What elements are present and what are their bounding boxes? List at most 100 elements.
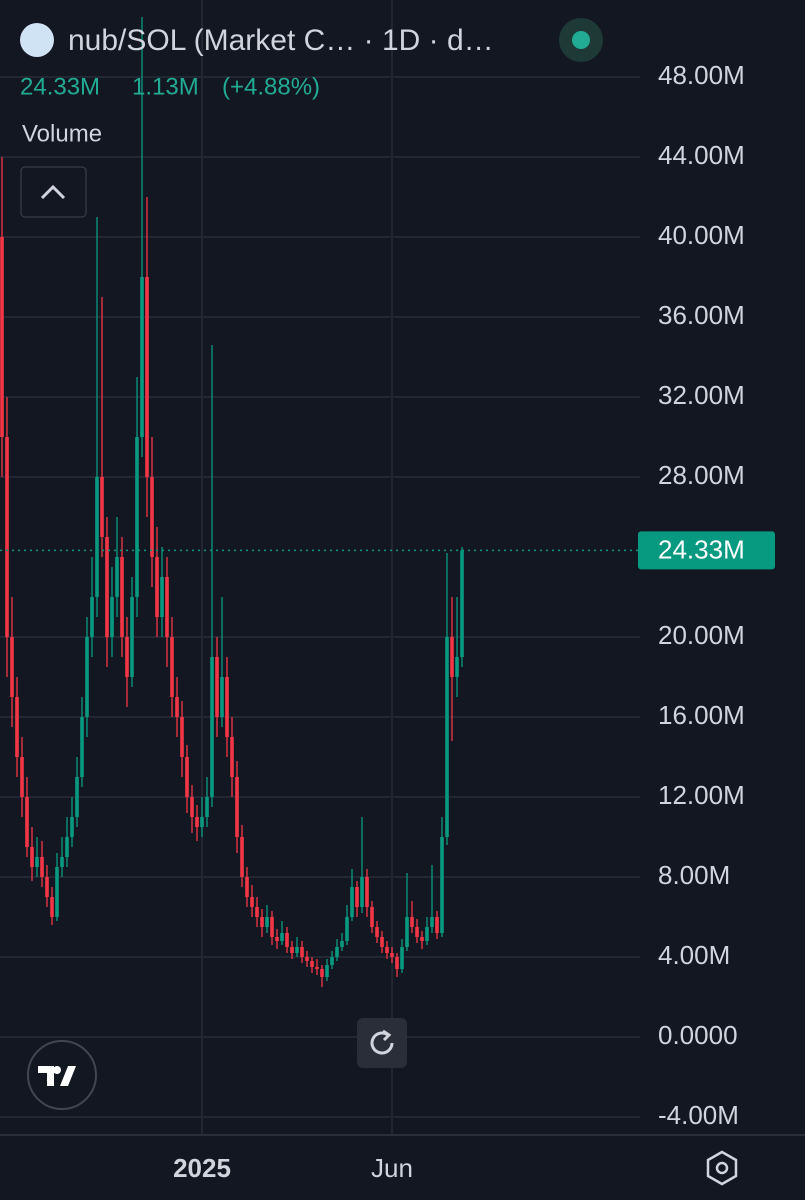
candle-body: [45, 877, 49, 897]
candle-body: [160, 577, 164, 617]
candle-body: [65, 837, 69, 857]
indicator-label: Volume: [22, 120, 102, 147]
tradingview-logo[interactable]: [27, 1040, 97, 1110]
candle-body: [155, 557, 159, 617]
last-price-label: 24.33M: [658, 534, 745, 564]
reset-button[interactable]: [357, 1018, 407, 1068]
candle-body: [325, 965, 329, 977]
y-tick-label: 8.00M: [658, 860, 730, 890]
change-value: 1.13M: [132, 73, 199, 100]
candle-body: [120, 557, 124, 637]
last-value: 24.33M: [20, 73, 100, 100]
candle-body: [30, 847, 34, 867]
candle-body: [220, 677, 224, 717]
candle-body: [430, 917, 434, 927]
candle-body: [305, 957, 309, 961]
candle-body: [245, 877, 249, 897]
y-tick-label: 4.00M: [658, 940, 730, 970]
candle-body: [170, 637, 174, 697]
candle-body: [205, 797, 209, 817]
candle-body: [265, 917, 269, 927]
candle-body: [95, 477, 99, 597]
candle-body: [315, 967, 319, 969]
candle-body: [0, 237, 4, 437]
candle-body: [80, 717, 84, 777]
candle-body: [85, 637, 89, 717]
y-tick-label: 16.00M: [658, 700, 745, 730]
x-tick-label: 2025: [173, 1153, 231, 1183]
y-tick-label: 44.00M: [658, 140, 745, 170]
candle-body: [195, 817, 199, 827]
candle-body: [360, 877, 364, 907]
candle-body: [145, 277, 149, 477]
candle-body: [415, 927, 419, 937]
candle-body: [130, 597, 134, 677]
change-percent: (+4.88%): [222, 73, 320, 100]
candle-body: [390, 953, 394, 957]
candle-body: [240, 837, 244, 877]
x-tick-label: Jun: [371, 1153, 413, 1183]
logo-dot: [53, 1066, 61, 1074]
candle-body: [250, 897, 254, 907]
candle-body: [55, 867, 59, 917]
candle-body: [60, 857, 64, 867]
reset-icon: [370, 1031, 394, 1055]
candle-body: [460, 550, 464, 657]
y-tick-label: 12.00M: [658, 780, 745, 810]
y-tick-label: 0.0000: [658, 1020, 738, 1050]
logo-mark: [38, 1066, 76, 1086]
candle-body: [320, 969, 324, 977]
y-tick-label: 32.00M: [658, 380, 745, 410]
candle-body: [15, 697, 19, 757]
symbol-title[interactable]: nub/SOL (Market C… · 1D · d…: [68, 24, 494, 57]
candle-body: [335, 947, 339, 957]
candle-body: [365, 877, 369, 907]
candle-body: [40, 857, 44, 877]
candle-body: [135, 437, 139, 597]
last-price-box: [638, 531, 775, 570]
candle-body: [295, 947, 299, 953]
candle-body: [105, 537, 109, 637]
candle-body: [260, 917, 264, 927]
settings-center: [715, 1161, 729, 1175]
candle-body: [380, 937, 384, 947]
candle-body: [230, 737, 234, 777]
candle-body: [345, 917, 349, 941]
candle-body: [405, 917, 409, 947]
candle-body: [140, 277, 144, 437]
candle-body: [310, 961, 314, 967]
collapse-icon: [40, 184, 66, 200]
candle-body: [350, 887, 354, 917]
candle-body: [90, 597, 94, 637]
candle-body: [75, 777, 79, 817]
candle-body: [340, 941, 344, 947]
candle-body: [20, 757, 24, 797]
plot-area: [0, 0, 640, 1135]
y-tick-label: 40.00M: [658, 220, 745, 250]
candle-body: [395, 957, 399, 969]
candle-body: [125, 637, 129, 677]
candle-body: [175, 697, 179, 717]
symbol-avatar: [20, 23, 54, 57]
candle-body: [190, 797, 194, 817]
candle-body: [385, 947, 389, 953]
settings-icon[interactable]: [706, 1150, 738, 1186]
candle-body: [35, 857, 39, 867]
candle-body: [180, 717, 184, 757]
candle-body: [110, 597, 114, 637]
candle-body: [435, 917, 439, 933]
candle-body: [185, 757, 189, 797]
reset-arrow: [382, 1029, 392, 1042]
y-tick-label: -4.00M: [658, 1100, 739, 1130]
candle-body: [425, 927, 429, 941]
collapse-button[interactable]: [20, 166, 87, 218]
y-tick-label: 28.00M: [658, 460, 745, 490]
candle-body: [25, 797, 29, 847]
candle-body: [330, 957, 334, 965]
y-tick-label: 48.00M: [658, 60, 745, 90]
candle-body: [280, 933, 284, 941]
candle-body: [285, 933, 289, 947]
candle-body: [455, 657, 459, 677]
